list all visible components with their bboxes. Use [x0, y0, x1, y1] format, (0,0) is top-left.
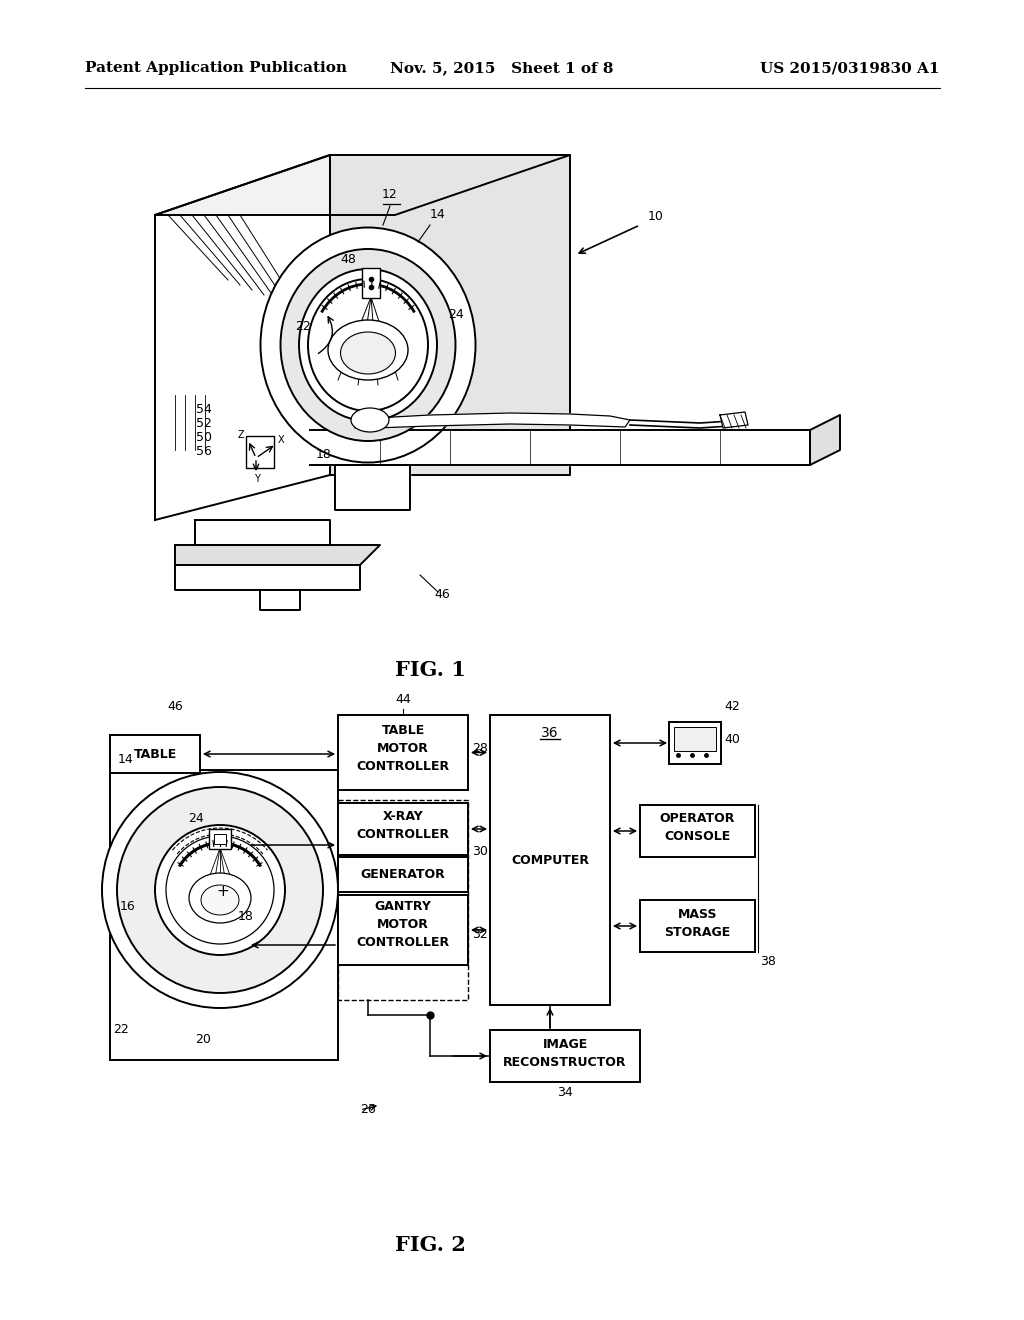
Text: STORAGE: STORAGE [665, 925, 731, 939]
Ellipse shape [341, 333, 395, 374]
Text: +: + [216, 884, 228, 899]
Text: 16: 16 [120, 900, 136, 913]
Text: Z: Z [238, 430, 245, 440]
FancyBboxPatch shape [669, 722, 721, 764]
Text: 18: 18 [238, 909, 254, 923]
Text: TABLE: TABLE [133, 747, 176, 760]
Text: 46: 46 [434, 587, 450, 601]
Ellipse shape [281, 249, 456, 441]
Text: 10: 10 [648, 210, 664, 223]
FancyBboxPatch shape [110, 735, 200, 774]
Text: 38: 38 [760, 954, 776, 968]
Polygon shape [355, 413, 630, 428]
Text: CONTROLLER: CONTROLLER [356, 829, 450, 842]
Text: COMPUTER: COMPUTER [511, 854, 589, 866]
Text: IMAGE: IMAGE [543, 1038, 588, 1051]
Text: CONTROLLER: CONTROLLER [356, 759, 450, 772]
Text: 22: 22 [113, 1023, 129, 1036]
Text: FIG. 2: FIG. 2 [394, 1236, 466, 1255]
Text: 30: 30 [472, 845, 487, 858]
Ellipse shape [155, 825, 285, 954]
Text: GANTRY: GANTRY [375, 900, 431, 913]
Text: 54: 54 [196, 403, 212, 416]
Text: 26: 26 [360, 1104, 376, 1115]
Text: MOTOR: MOTOR [377, 919, 429, 932]
Text: FIG. 1: FIG. 1 [394, 660, 466, 680]
Text: 14: 14 [430, 209, 445, 220]
Polygon shape [335, 465, 410, 510]
Text: 48: 48 [340, 253, 356, 267]
Ellipse shape [299, 269, 437, 421]
Text: MOTOR: MOTOR [377, 742, 429, 755]
Text: OPERATOR: OPERATOR [659, 813, 735, 825]
Polygon shape [155, 154, 570, 215]
Ellipse shape [117, 787, 323, 993]
Text: 42: 42 [724, 700, 739, 713]
Text: 32: 32 [472, 928, 487, 941]
Text: RECONSTRUCTOR: RECONSTRUCTOR [503, 1056, 627, 1068]
Text: 36: 36 [542, 726, 559, 741]
Text: 12: 12 [382, 187, 398, 201]
FancyBboxPatch shape [338, 803, 468, 855]
FancyBboxPatch shape [640, 900, 755, 952]
Text: 24: 24 [449, 308, 464, 321]
Text: 50: 50 [196, 432, 212, 444]
Ellipse shape [328, 319, 408, 380]
FancyBboxPatch shape [209, 829, 231, 849]
Text: Nov. 5, 2015   Sheet 1 of 8: Nov. 5, 2015 Sheet 1 of 8 [390, 61, 613, 75]
FancyBboxPatch shape [362, 268, 380, 298]
Text: 56: 56 [196, 445, 212, 458]
Polygon shape [175, 565, 360, 590]
Text: 34: 34 [557, 1086, 572, 1100]
Text: 52: 52 [196, 417, 212, 430]
Text: X-RAY: X-RAY [383, 810, 423, 824]
FancyBboxPatch shape [490, 1030, 640, 1082]
Polygon shape [310, 430, 810, 465]
FancyBboxPatch shape [246, 436, 274, 469]
Text: 18: 18 [316, 447, 332, 461]
FancyBboxPatch shape [338, 895, 468, 965]
Text: TABLE: TABLE [381, 723, 425, 737]
FancyBboxPatch shape [490, 715, 610, 1005]
Text: Patent Application Publication: Patent Application Publication [85, 61, 347, 75]
Ellipse shape [189, 873, 251, 923]
Text: Y: Y [254, 474, 260, 484]
Polygon shape [810, 414, 840, 465]
Ellipse shape [166, 836, 274, 944]
Text: 24: 24 [188, 812, 204, 825]
Ellipse shape [308, 279, 428, 411]
Polygon shape [155, 154, 330, 520]
Ellipse shape [260, 227, 475, 462]
FancyBboxPatch shape [214, 834, 226, 843]
FancyBboxPatch shape [640, 805, 755, 857]
Ellipse shape [102, 772, 338, 1008]
Text: 28: 28 [472, 742, 487, 755]
Text: CONTROLLER: CONTROLLER [356, 936, 450, 949]
Text: 44: 44 [395, 693, 411, 706]
Polygon shape [720, 412, 748, 428]
Ellipse shape [351, 408, 389, 432]
Text: CONSOLE: CONSOLE [665, 830, 731, 843]
Text: 46: 46 [167, 700, 183, 713]
FancyBboxPatch shape [674, 727, 716, 751]
Text: US 2015/0319830 A1: US 2015/0319830 A1 [761, 61, 940, 75]
Text: 40: 40 [724, 733, 740, 746]
Polygon shape [260, 590, 300, 610]
Ellipse shape [201, 884, 239, 915]
FancyBboxPatch shape [338, 715, 468, 789]
Text: 14: 14 [118, 752, 134, 766]
Text: MASS: MASS [678, 908, 717, 920]
Text: X: X [278, 436, 285, 445]
Text: GENERATOR: GENERATOR [360, 869, 445, 880]
FancyBboxPatch shape [338, 857, 468, 892]
Text: 20: 20 [195, 1034, 211, 1045]
Polygon shape [195, 520, 330, 545]
Polygon shape [330, 154, 570, 475]
Polygon shape [175, 545, 380, 565]
Text: 22: 22 [295, 319, 310, 333]
